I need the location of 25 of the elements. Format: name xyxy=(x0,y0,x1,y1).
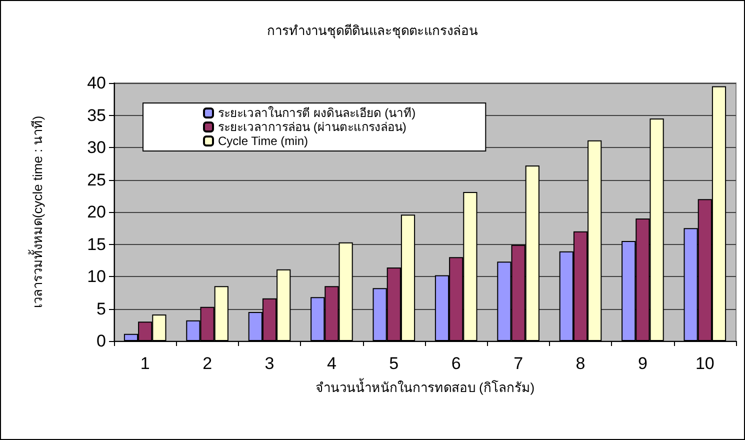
x-tick-label: 6 xyxy=(451,354,461,373)
x-tick-label: 8 xyxy=(576,354,586,373)
y-tick-label: 40 xyxy=(87,74,106,92)
x-tick-label: 5 xyxy=(389,354,399,373)
y-tick-label: 0 xyxy=(96,332,106,350)
x-tick-label: 4 xyxy=(326,354,336,373)
y-axis-title: เวลารวมทั้งหมด(cycle time : นาที) xyxy=(28,116,45,308)
x-tick-label: 3 xyxy=(264,354,274,373)
x-axis-title: จำนวนน้ำหนักในการทดสอบ (กิโลกรัม) xyxy=(315,378,535,395)
x-tick-label: 10 xyxy=(695,354,714,373)
y-tick-label: 35 xyxy=(87,106,106,125)
y-tick-label: 25 xyxy=(87,170,106,190)
x-tick-label: 7 xyxy=(514,354,524,373)
y-tick-label: 15 xyxy=(87,234,106,254)
legend-label: ระยะเวลาในการตี ผงดินละเอียด (นาที) xyxy=(218,106,416,120)
chart-title: การทำงานชุดตีดินและชุดตะแกรงล่อน xyxy=(267,23,478,39)
y-tick-label: 10 xyxy=(87,267,106,286)
x-tick-label: 2 xyxy=(202,354,212,373)
y-tick-label: 30 xyxy=(87,138,106,157)
x-tick-label: 1 xyxy=(140,354,150,373)
y-tick-label: 5 xyxy=(96,299,106,318)
legend-label: ระยะเวลาการล่อน (ผ่านตะแกรงล่อน) xyxy=(218,120,406,134)
x-tick-label: 9 xyxy=(638,354,648,373)
legend-label: Cycle Time (min) xyxy=(218,134,308,148)
y-tick-label: 20 xyxy=(87,202,106,222)
